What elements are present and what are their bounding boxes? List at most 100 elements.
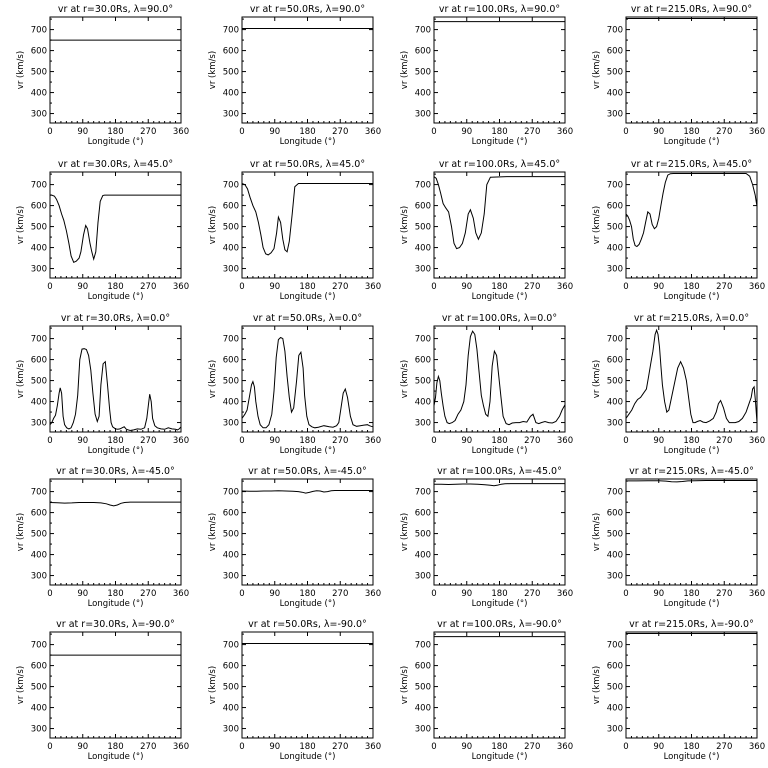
y-tick-label: 600 [31, 47, 47, 57]
x-tick-label: 360 [173, 589, 189, 599]
y-axis-label: vr (km/s) [16, 513, 26, 551]
plot-frame [241, 325, 374, 433]
chart-panel: vr at r=30.0Rs, λ=90.0° 0 90 180 270 360 300 40… [16, 4, 189, 147]
x-tick-label: 360 [557, 127, 573, 137]
chart-title: vr at r=50.0Rs, λ=-45.0° [248, 466, 367, 477]
x-tick-label: 90 [77, 282, 88, 292]
chart-panel: vr at r=100.0Rs, λ=-45.0° 0 90 180 270 360 300… [400, 466, 573, 609]
y-tick-label: 500 [223, 530, 239, 540]
x-tick-label: 180 [107, 127, 123, 137]
y-tick-label: 700 [415, 641, 431, 651]
x-tick-label: 90 [653, 282, 664, 292]
x-tick-label: 360 [365, 742, 381, 752]
y-tick-label: 300 [223, 572, 239, 582]
y-tick-label: 300 [607, 572, 623, 582]
x-tick-label: 270 [716, 127, 732, 137]
y-tick-label: 300 [415, 265, 431, 275]
x-tick-label: 90 [269, 742, 280, 752]
x-tick-label: 180 [491, 436, 507, 446]
chart-title: vr at r=50.0Rs, λ=45.0° [250, 159, 365, 170]
y-axis-label: vr (km/s) [208, 51, 218, 89]
y-tick-label: 600 [31, 202, 47, 212]
y-tick-label: 500 [415, 683, 431, 693]
y-tick-label: 500 [31, 530, 47, 540]
x-tick-label: 270 [524, 436, 540, 446]
y-tick-label: 500 [31, 68, 47, 78]
chart-title: vr at r=215.0Rs, λ=90.0° [631, 4, 752, 15]
y-axis-label: vr (km/s) [592, 206, 602, 244]
y-tick-label: 400 [31, 89, 47, 99]
chart-panel: vr at r=215.0Rs, λ=-45.0° 0 90 180 270 360 300… [592, 466, 765, 609]
chart-panel: vr at r=100.0Rs, λ=45.0° 0 90 180 270 360 300 4… [400, 159, 573, 302]
x-axis-label: Longitude (°) [664, 446, 720, 456]
x-tick-label: 90 [269, 436, 280, 446]
y-tick-label: 300 [31, 419, 47, 429]
x-tick-label: 90 [461, 742, 472, 752]
x-tick-label: 90 [269, 282, 280, 292]
series-line [434, 483, 565, 487]
y-axis-label: vr (km/s) [208, 666, 218, 704]
y-axis-label: vr (km/s) [400, 51, 410, 89]
x-tick-label: 270 [332, 127, 348, 137]
x-tick-label: 0 [431, 742, 436, 752]
y-tick-label: 500 [223, 223, 239, 233]
y-tick-label: 600 [607, 202, 623, 212]
x-tick-label: 180 [107, 742, 123, 752]
x-tick-label: 90 [461, 127, 472, 137]
y-tick-label: 400 [415, 89, 431, 99]
chart-panel: vr at r=30.0Rs, λ=-45.0° 0 90 180 270 360 300 4… [16, 466, 189, 609]
chart-title: vr at r=30.0Rs, λ=-90.0° [56, 619, 175, 630]
y-tick-label: 600 [415, 47, 431, 57]
series-line [49, 348, 182, 432]
x-tick-label: 90 [653, 742, 664, 752]
y-axis-label: vr (km/s) [16, 360, 26, 398]
x-tick-label: 90 [653, 589, 664, 599]
y-tick-label: 700 [415, 488, 431, 498]
x-tick-label: 270 [524, 589, 540, 599]
y-axis-label: vr (km/s) [208, 360, 218, 398]
y-tick-label: 300 [31, 572, 47, 582]
y-tick-label: 500 [607, 530, 623, 540]
x-axis-label: Longitude (°) [88, 599, 144, 609]
y-tick-label: 700 [31, 181, 47, 191]
x-tick-label: 0 [47, 282, 52, 292]
chart-title: vr at r=100.0Rs, λ=90.0° [439, 4, 560, 15]
y-axis-label: vr (km/s) [592, 666, 602, 704]
chart-title: vr at r=215.0Rs, λ=-45.0° [629, 466, 754, 477]
y-tick-label: 400 [31, 551, 47, 561]
x-tick-label: 360 [365, 589, 381, 599]
x-tick-label: 270 [140, 589, 156, 599]
x-tick-label: 360 [749, 436, 765, 446]
y-tick-label: 300 [31, 725, 47, 735]
x-tick-label: 270 [716, 742, 732, 752]
y-tick-label: 500 [415, 530, 431, 540]
chart-panel: vr at r=215.0Rs, λ=45.0° 0 90 180 270 360 300 4… [592, 159, 765, 302]
y-tick-label: 400 [607, 244, 623, 254]
y-tick-label: 400 [415, 244, 431, 254]
x-tick-label: 360 [749, 742, 765, 752]
x-axis-label: Longitude (°) [88, 446, 144, 456]
plot-frame [625, 171, 758, 279]
x-tick-label: 180 [683, 282, 699, 292]
y-tick-label: 300 [607, 110, 623, 120]
y-tick-label: 700 [223, 335, 239, 345]
x-tick-label: 180 [299, 282, 315, 292]
x-tick-label: 270 [140, 282, 156, 292]
y-tick-label: 600 [223, 509, 239, 519]
y-tick-label: 600 [223, 47, 239, 57]
x-tick-label: 90 [77, 436, 88, 446]
y-tick-label: 700 [607, 181, 623, 191]
x-axis-label: Longitude (°) [88, 292, 144, 302]
y-tick-label: 600 [607, 509, 623, 519]
x-tick-label: 180 [683, 127, 699, 137]
series-line [626, 480, 757, 483]
x-tick-label: 0 [431, 589, 436, 599]
y-tick-label: 600 [223, 202, 239, 212]
x-axis-label: Longitude (°) [472, 292, 528, 302]
x-tick-label: 90 [653, 127, 664, 137]
chart-title: vr at r=50.0Rs, λ=-90.0° [248, 619, 367, 630]
x-axis-label: Longitude (°) [280, 752, 336, 762]
y-tick-label: 300 [31, 110, 47, 120]
y-axis-label: vr (km/s) [16, 666, 26, 704]
y-tick-label: 400 [223, 551, 239, 561]
